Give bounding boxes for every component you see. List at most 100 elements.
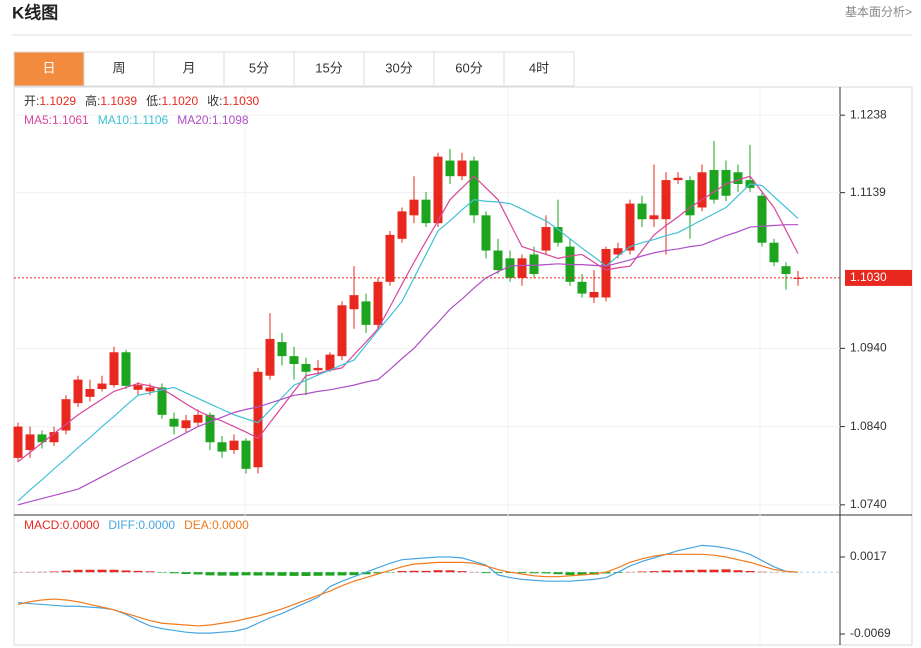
candle-body bbox=[601, 248, 611, 298]
macd-bar bbox=[229, 572, 239, 576]
info-label: 高: bbox=[85, 93, 100, 108]
candle-body bbox=[325, 354, 335, 371]
macd-bar bbox=[457, 571, 467, 573]
macd-bar bbox=[685, 570, 695, 573]
tab-label[interactable]: 日 bbox=[42, 60, 55, 75]
macd-bar bbox=[73, 569, 83, 573]
candle-body bbox=[349, 295, 359, 310]
indicator-line bbox=[17, 544, 799, 634]
candle-body bbox=[241, 440, 251, 469]
fundamental-link[interactable]: 基本面分析> bbox=[845, 5, 912, 19]
tab-label[interactable]: 5分 bbox=[249, 60, 269, 75]
macd-bar bbox=[169, 572, 179, 574]
macd-bar bbox=[577, 572, 587, 576]
macd-bar bbox=[673, 570, 683, 573]
candle-body bbox=[49, 432, 59, 443]
tab[interactable] bbox=[503, 51, 575, 87]
candle-body bbox=[613, 248, 623, 255]
last-price-label: 1.1030 bbox=[850, 270, 887, 284]
macd-bar bbox=[133, 570, 143, 573]
candle-body bbox=[85, 389, 95, 397]
macd-bar bbox=[61, 570, 71, 573]
tab[interactable] bbox=[83, 51, 155, 87]
y-tick-label: 1.1139 bbox=[850, 185, 886, 199]
info-label: 开: bbox=[24, 94, 39, 108]
tab-label[interactable]: 4时 bbox=[529, 60, 549, 75]
candle-body bbox=[145, 387, 155, 392]
macd-bar bbox=[145, 571, 155, 573]
tab-label[interactable]: 月 bbox=[182, 60, 195, 75]
macd-bar bbox=[205, 572, 215, 576]
macd-bar bbox=[649, 571, 659, 573]
indicator-line bbox=[17, 175, 799, 463]
candle-body bbox=[661, 180, 671, 220]
candle-body bbox=[277, 342, 287, 357]
candle-body bbox=[385, 234, 395, 282]
candle-body bbox=[697, 172, 707, 208]
macd-bar bbox=[313, 572, 323, 576]
tab[interactable] bbox=[153, 51, 225, 87]
tab-label[interactable]: 周 bbox=[112, 60, 125, 75]
candle-body bbox=[457, 160, 467, 177]
macd-bar bbox=[601, 572, 611, 574]
candle-body bbox=[157, 387, 167, 415]
candle-body bbox=[373, 281, 383, 325]
candle-body bbox=[505, 258, 515, 278]
macd-bar bbox=[121, 570, 131, 573]
candle-body bbox=[229, 440, 239, 451]
candle-body bbox=[589, 292, 599, 298]
macd-bar bbox=[349, 572, 359, 576]
macd-bar bbox=[481, 572, 491, 574]
tab[interactable] bbox=[433, 51, 505, 87]
candle-body bbox=[13, 426, 23, 458]
macd-bar bbox=[337, 572, 347, 576]
tab-label[interactable]: 30分 bbox=[385, 60, 412, 75]
info-label: MA20: bbox=[177, 113, 212, 127]
tab[interactable] bbox=[13, 51, 85, 87]
info-label: 收: bbox=[207, 94, 222, 108]
macd-bar bbox=[637, 571, 647, 573]
macd-bar bbox=[745, 570, 755, 573]
candle-body bbox=[445, 160, 455, 177]
tab-label[interactable]: 60分 bbox=[455, 60, 482, 75]
candle-body bbox=[193, 414, 203, 423]
candle-body bbox=[709, 169, 719, 200]
candle-body bbox=[73, 379, 83, 404]
info-value: 1.1030 bbox=[222, 94, 259, 108]
candle-body bbox=[205, 414, 215, 443]
macd-bar bbox=[445, 570, 455, 573]
candle-body bbox=[625, 203, 635, 251]
candle-body bbox=[481, 215, 491, 251]
candle-body bbox=[337, 305, 347, 357]
macd-bar bbox=[373, 572, 383, 574]
candle-body bbox=[637, 203, 647, 220]
candle-body bbox=[61, 399, 71, 431]
macd-bar bbox=[253, 572, 263, 576]
macd-bar bbox=[217, 572, 227, 576]
y-tick-label: 1.0740 bbox=[850, 497, 887, 511]
info-value: 1.1020 bbox=[161, 94, 198, 108]
info-value: 1.1061 bbox=[52, 113, 89, 127]
macd-bar bbox=[709, 569, 719, 573]
info-value: 0.0000 bbox=[212, 518, 249, 532]
info-label: DEA: bbox=[184, 518, 212, 532]
candle-body bbox=[265, 338, 275, 376]
candle-body bbox=[409, 199, 419, 216]
macd-bar bbox=[541, 572, 551, 574]
candle-body bbox=[313, 367, 323, 371]
macd-bar bbox=[733, 570, 743, 573]
candle-body bbox=[97, 383, 107, 390]
macd-bar bbox=[277, 572, 287, 576]
macd-bar bbox=[421, 570, 431, 573]
tab[interactable] bbox=[223, 51, 295, 87]
y-tick-label: 1.0940 bbox=[850, 341, 887, 355]
y-tick-label: 1.0840 bbox=[850, 419, 887, 433]
candle-body bbox=[529, 254, 539, 275]
candle-body bbox=[733, 172, 743, 185]
macd-bar bbox=[97, 569, 107, 573]
tab[interactable] bbox=[293, 51, 365, 87]
macd-bar bbox=[109, 569, 119, 573]
macd-bar bbox=[193, 572, 203, 575]
tab-label[interactable]: 15分 bbox=[315, 60, 342, 75]
y-tick-label: 1.1238 bbox=[850, 107, 887, 121]
